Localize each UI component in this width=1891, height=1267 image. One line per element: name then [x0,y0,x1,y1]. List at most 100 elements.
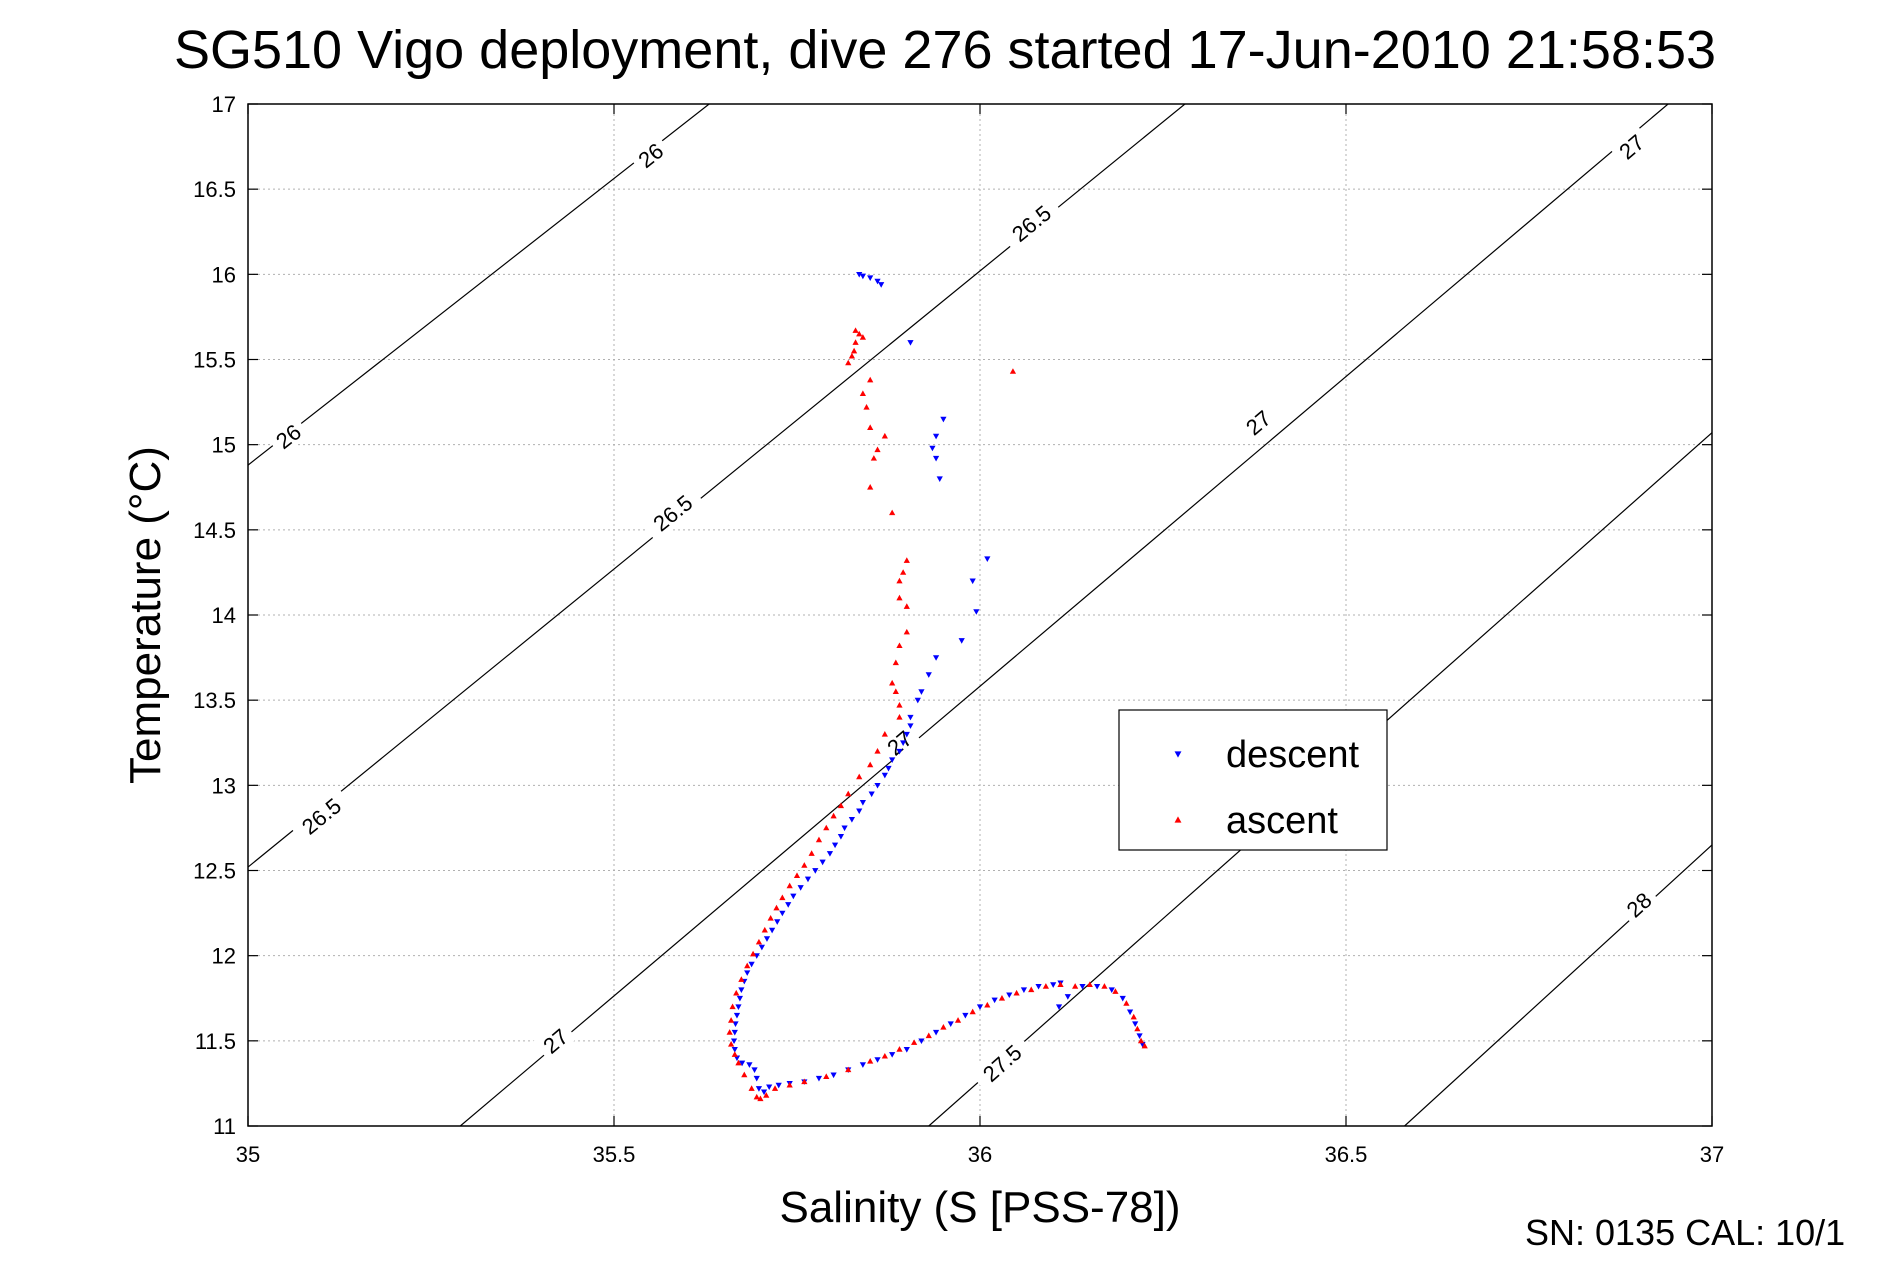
descent-point [785,902,792,908]
x-tick-label: 36 [968,1142,992,1167]
legend: descent ascent [1118,709,1388,851]
descent-point [1050,982,1057,988]
contour-label-bg [639,482,705,542]
descent-point [878,282,885,288]
ascent-point [889,679,896,686]
ascent-point [786,1081,793,1088]
ascent-point [741,1071,748,1078]
y-tick-label: 11.5 [195,1029,236,1054]
ascent-point [733,989,740,996]
descent-point [918,689,925,695]
descent-point [973,609,980,615]
ascent-point [845,790,852,797]
ascent-point [763,1092,770,1098]
contour-line [1404,844,1712,1126]
ascent-point [881,1052,888,1059]
descent-point [1079,983,1086,990]
ascent-point [852,327,859,333]
contour-label-bg [1608,124,1653,168]
contour-label-bg [627,132,673,176]
ascent-point [896,594,903,601]
ascent-point [896,702,903,708]
ascent-point [753,1093,760,1100]
ascent-point [801,862,808,868]
descent-point [1020,987,1028,993]
contour-label-bg [288,785,353,845]
ascent-point [859,334,866,340]
ascent-point [1072,983,1079,989]
descent-point [769,927,776,934]
descent-point [755,1086,763,1092]
descent-point [903,1046,910,1053]
descent-point [932,455,940,462]
ascent-point [856,330,863,337]
ascent-point [738,976,745,982]
ascent-point [1101,983,1108,989]
ascent-point [896,713,903,720]
descent-point [925,672,932,678]
descent-point [766,1084,773,1091]
contour-line [459,104,1669,1126]
descent-point [797,885,804,891]
chart-title: SG510 Vigo deployment, dive 276 started … [174,20,1716,80]
descent-point [753,1075,760,1082]
descent-point [732,1021,739,1028]
descent-point [969,578,976,585]
descent-point [736,995,744,1002]
descent-point [936,476,943,482]
y-tick-label: 14.5 [193,518,236,543]
descent-point [940,416,947,423]
descent-point [1119,995,1126,1002]
ascent-point [856,773,863,780]
contour-label-bg [265,414,310,457]
descent-point [962,1012,969,1019]
descent-point [779,910,786,917]
ascent-point [767,914,774,921]
descent-point [859,799,866,806]
y-tick-label: 12 [212,944,236,969]
ascent-point [761,926,768,933]
descent-point [918,1038,925,1045]
ascent-point [845,1066,852,1073]
ascent-point [984,1001,991,1008]
data-series [726,271,1148,1102]
descent-point [868,791,875,798]
ascent-point [1112,988,1119,994]
descent-point [881,772,888,779]
descent-point [738,1060,746,1067]
y-tick-label: 17 [212,92,236,117]
descent-point [907,340,914,346]
legend-marker-ascent [1174,816,1182,823]
descent-point [885,765,892,772]
descent-point [812,868,819,874]
descent-point [991,997,998,1004]
descent-point [907,714,914,721]
contour-line [248,104,710,466]
contour-label-bg [1616,882,1661,926]
descent-point [830,1072,837,1079]
ascent-point [867,1058,874,1064]
x-tick-label: 37 [1700,1142,1724,1167]
legend-label-ascent: ascent [1226,800,1338,842]
y-tick-label: 16.5 [193,177,236,202]
y-tick-label: 13.5 [193,688,236,713]
ascent-point [744,962,751,969]
descent-point [929,445,936,452]
descent-point [826,851,834,857]
x-tick-label: 35 [236,1142,260,1167]
y-tick-label: 15.5 [193,348,236,373]
ascent-point [896,577,903,584]
ascent-point [874,446,881,453]
ascent-point [830,812,837,819]
x-tick-label: 35.5 [593,1142,636,1167]
ascent-point [1057,981,1064,988]
ascent-point [896,642,903,649]
descent-point [932,655,940,661]
descent-point [874,278,881,285]
ascent-point [1137,1037,1145,1044]
descent-point [903,731,910,738]
ascent-point [801,1078,808,1085]
descent-point [763,936,771,942]
